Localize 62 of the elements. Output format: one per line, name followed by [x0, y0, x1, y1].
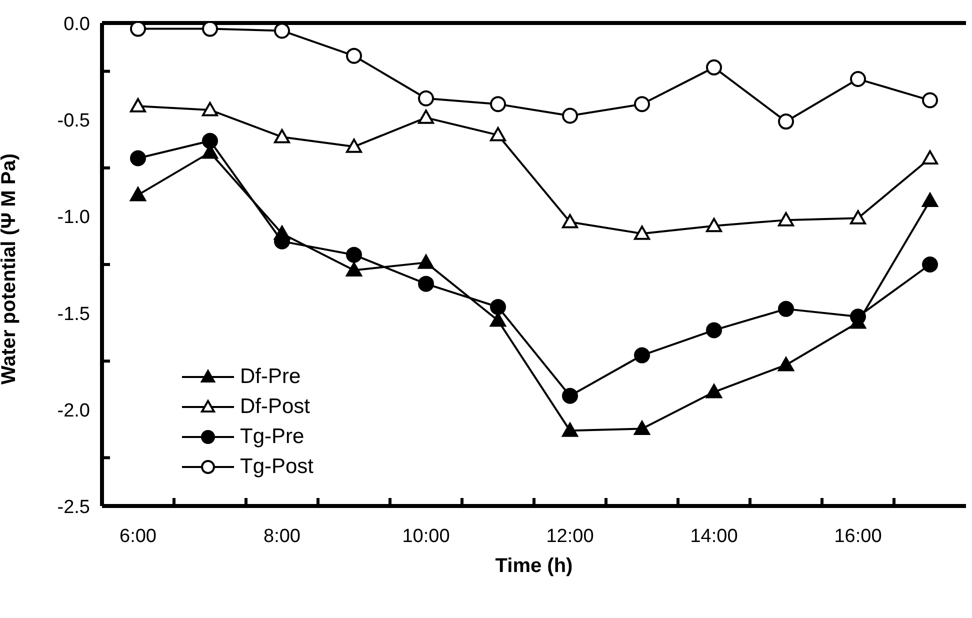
- x-tick-label: 12:00: [546, 526, 594, 547]
- y-tick-label: 0.0: [64, 14, 90, 35]
- point: [562, 422, 578, 437]
- point: [418, 276, 434, 292]
- point: [634, 420, 650, 435]
- point: [274, 128, 290, 144]
- point: [274, 23, 290, 39]
- y-tick-label: -2.5: [57, 497, 90, 518]
- x-tick-label: 6:00: [120, 526, 156, 547]
- point: [922, 92, 938, 108]
- point: [346, 138, 362, 153]
- point: [706, 322, 722, 338]
- point: [922, 256, 938, 272]
- point: [490, 299, 506, 316]
- point: [418, 90, 434, 106]
- point: [778, 212, 794, 226]
- point: [706, 218, 722, 232]
- legend-label: Tg-Pre: [240, 425, 304, 449]
- point: [706, 59, 722, 76]
- point: [346, 48, 362, 64]
- point: [922, 150, 938, 164]
- point: [418, 254, 434, 269]
- point: [778, 300, 794, 317]
- point: [490, 312, 506, 327]
- point: [634, 226, 650, 240]
- point: [634, 347, 650, 364]
- x-tick-label: 8:00: [264, 526, 300, 547]
- point: [418, 110, 434, 124]
- x-axis-title: Time (h): [495, 555, 573, 577]
- point: [778, 356, 794, 372]
- point: [922, 192, 938, 207]
- point: [346, 262, 362, 277]
- point: [490, 96, 506, 112]
- point: [850, 71, 866, 88]
- point: [130, 186, 146, 202]
- point: [130, 23, 146, 37]
- y-tick-label: -0.5: [57, 110, 90, 132]
- y-axis-title: Water potential (Ψ M Pa): [0, 153, 20, 384]
- legend-label: Df-Post: [240, 395, 310, 419]
- point: [706, 384, 722, 398]
- point: [634, 96, 650, 112]
- point: [850, 308, 866, 325]
- point: [490, 127, 506, 142]
- point: [130, 150, 146, 166]
- point: [202, 132, 218, 149]
- point: [562, 214, 578, 228]
- y-tick-label: -1.0: [57, 207, 90, 228]
- x-tick-label: 16:00: [834, 526, 882, 547]
- y-tick-label: -2.0: [57, 400, 90, 422]
- legend-label: Df-Pre: [240, 365, 301, 389]
- point: [778, 114, 794, 130]
- point: [562, 388, 578, 404]
- point: [346, 246, 362, 263]
- y-tick-label: -1.5: [57, 304, 90, 325]
- legend-label: Tg-Post: [240, 455, 314, 479]
- point: [202, 23, 218, 37]
- x-tick-label: 14:00: [690, 526, 738, 547]
- point: [202, 102, 218, 116]
- point: [562, 108, 578, 124]
- point: [130, 98, 146, 112]
- point: [850, 210, 866, 224]
- x-tick-label: 10:00: [402, 526, 450, 547]
